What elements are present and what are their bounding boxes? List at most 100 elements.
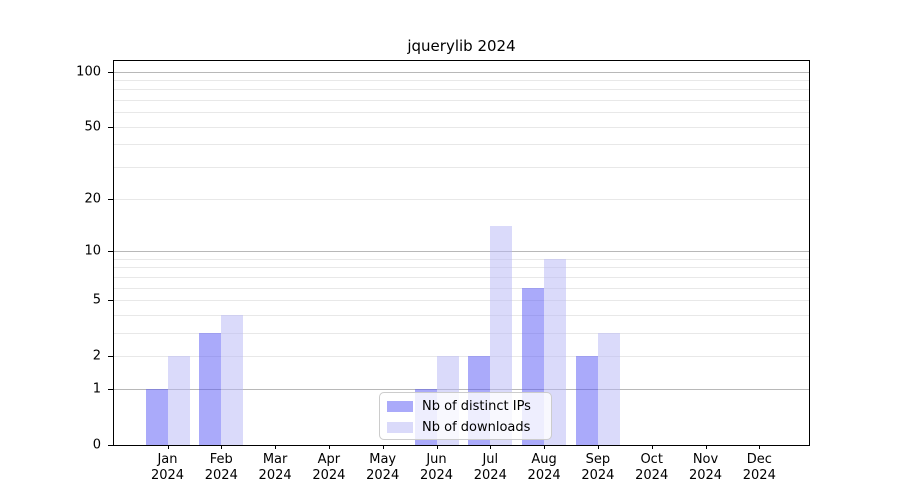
gridline-minor [114, 112, 809, 114]
y-tick [108, 71, 114, 73]
x-tick-label-line: 2024 [204, 468, 238, 483]
x-tick-label-line: Jan [157, 452, 178, 467]
x-tick-label: Nov 2024 [671, 452, 741, 484]
y-tick [108, 299, 114, 301]
bar-downloads [167, 356, 190, 445]
gridline-minor [114, 314, 809, 316]
gridline-major [114, 250, 809, 252]
x-tick-label-line: 2024 [258, 468, 292, 483]
x-tick-label-line: Feb [209, 452, 233, 467]
y-tick-label: 2 [92, 348, 101, 364]
y-tick [108, 356, 114, 358]
x-tick-label-line: Oct [640, 452, 663, 467]
x-tick-label: Sep 2024 [563, 452, 633, 484]
x-tick [382, 445, 384, 449]
x-tick-label: Jun 2024 [402, 452, 472, 484]
x-tick-label-line: 2024 [150, 468, 185, 483]
bar-downloads [490, 225, 513, 445]
gridline-minor [114, 144, 809, 146]
gridline-minor [114, 258, 809, 260]
legend: Nb of distinct IPs Nb of downloads [379, 392, 552, 440]
gridline-minor [114, 276, 809, 278]
x-tick [275, 445, 277, 449]
x-tick-label: Mar 2024 [240, 452, 310, 484]
bar-distinct-ips [199, 332, 222, 445]
y-tick-label: 5 [92, 292, 101, 308]
x-tick [544, 445, 546, 449]
x-tick-label-line: Jun [426, 452, 447, 467]
x-tick-label-line: Dec [746, 452, 772, 467]
x-tick-label-line: 2024 [635, 468, 669, 483]
plot-area: jquerylib 2024 Nb of distinct IPs Nb of d… [76, 37, 810, 483]
x-tick [759, 445, 761, 449]
x-tick-label: Feb 2024 [186, 452, 256, 484]
gridline-minor [114, 356, 809, 358]
y-tick [108, 250, 114, 252]
y-tick [108, 126, 114, 128]
gridline-major [114, 71, 809, 73]
gridline-minor [114, 299, 809, 301]
bar-distinct-ips [145, 388, 168, 445]
x-tick-label-line: Nov [692, 452, 719, 467]
x-tick-label-line: 2024 [742, 468, 776, 483]
x-tick-label-line: Jul [482, 452, 499, 467]
gridline-minor [114, 198, 809, 200]
gridline-minor [114, 332, 809, 334]
x-tick-label-line: Aug [531, 452, 557, 467]
x-tick [490, 445, 492, 449]
x-tick-label-line: 2024 [366, 468, 400, 483]
y-tick-label: 20 [84, 191, 101, 207]
y-tick [108, 388, 114, 390]
x-tick-label: Apr 2024 [294, 452, 364, 484]
x-tick-label-line: Mar [262, 452, 288, 467]
gridline-minor [114, 100, 809, 102]
y-tick-label: 100 [76, 64, 101, 79]
x-tick-label-line: Sep [585, 452, 611, 467]
legend-label: Nb of distinct IPs [422, 399, 531, 414]
gridline-minor [114, 79, 809, 81]
x-tick-label: Oct 2024 [617, 452, 687, 484]
legend-item: Nb of downloads [387, 417, 551, 438]
x-tick [167, 445, 169, 449]
x-tick [597, 445, 599, 449]
bar-downloads [221, 314, 244, 445]
gridline-minor [114, 267, 809, 269]
legend-item: Nb of distinct IPs [387, 396, 551, 417]
gridline-minor [114, 167, 809, 169]
y-tick [108, 445, 114, 446]
x-tick-label-line: 2024 [688, 468, 723, 483]
x-tick-label-line: 2024 [473, 468, 507, 483]
y-tick-label: 0 [92, 437, 101, 453]
x-tick [436, 445, 438, 449]
y-tick [108, 198, 114, 200]
x-tick [328, 445, 330, 449]
gridline-minor [114, 287, 809, 289]
x-tick-label-line: 2024 [419, 468, 454, 483]
x-tick-label-line: 2024 [312, 468, 346, 483]
x-tick [705, 445, 707, 449]
y-tick-label: 1 [92, 381, 101, 397]
x-tick [221, 445, 223, 449]
gridline-minor [114, 126, 809, 128]
x-tick-label-line: 2024 [527, 468, 561, 483]
gridline-major [114, 388, 809, 390]
legend-swatch-icon [387, 401, 413, 412]
x-tick-label: Jan 2024 [133, 452, 203, 484]
bar-distinct-ips [575, 356, 598, 445]
gridline-minor [114, 89, 809, 91]
x-tick-label: Aug 2024 [509, 452, 579, 484]
x-tick-label-line: 2024 [581, 468, 615, 483]
legend-label: Nb of downloads [422, 420, 531, 435]
bar-downloads [597, 332, 620, 445]
x-tick [651, 445, 653, 449]
y-tick-label: 10 [84, 243, 101, 259]
x-tick-label: Dec 2024 [724, 452, 794, 484]
x-tick-label-line: May [369, 452, 397, 467]
y-tick-label: 50 [84, 119, 101, 135]
x-tick-label: May 2024 [348, 452, 418, 484]
x-tick-label-line: Apr [317, 452, 341, 467]
chart-title: jquerylib 2024 [407, 37, 516, 55]
x-tick-label: Jul 2024 [455, 452, 525, 484]
legend-swatch-icon [387, 422, 413, 433]
